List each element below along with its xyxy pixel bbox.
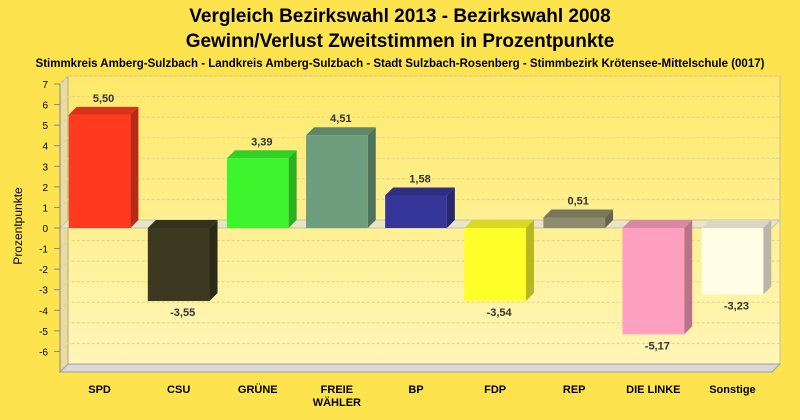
y-tick-label: 5: [42, 121, 48, 132]
bar-top-face: [543, 209, 614, 218]
y-gridline: [59, 75, 780, 85]
bar: [68, 106, 139, 228]
data-label: 4,51: [330, 113, 351, 125]
x-tick-label: CSU: [167, 384, 190, 396]
bar-top-face: [306, 127, 376, 136]
bar: [306, 127, 376, 228]
y-tick-label: 0: [42, 224, 48, 235]
x-tick-label: REP: [563, 384, 586, 396]
data-label: -3,55: [170, 307, 195, 319]
x-tick-label: FREIE: [321, 384, 353, 396]
y-gridline: [59, 137, 780, 147]
x-tick-label: SPD: [88, 384, 111, 396]
y-tick-label: -6: [39, 347, 48, 358]
y-gridline: [59, 322, 780, 332]
x-tick-label: Sonstige: [709, 384, 755, 396]
data-label: -3,23: [724, 300, 749, 312]
data-label: -5,17: [645, 340, 670, 352]
bar-front-face: [464, 228, 526, 301]
plot-floor: [58, 363, 782, 373]
bar-side-face: [684, 220, 693, 335]
bar-top-face: [147, 220, 218, 228]
x-tick-label: GRÜNE: [238, 383, 278, 396]
y-tick-label: 4: [42, 142, 48, 153]
bar-side-face: [288, 150, 297, 228]
x-tick-label: FDP: [484, 384, 506, 396]
bar-top-face: [464, 220, 534, 228]
data-label: 3,39: [251, 136, 272, 148]
y-tick-label: 7: [42, 80, 48, 91]
bar-front-face: [306, 135, 368, 228]
chart-subtitle: Gewinn/Verlust Zweitstimmen in Prozentpu…: [186, 31, 615, 52]
bar: [147, 220, 218, 302]
bar-side-face: [209, 220, 218, 302]
bar-top-face: [385, 187, 455, 196]
y-gridline: [59, 240, 780, 249]
y-gridline: [59, 178, 780, 188]
y-axis-label: Prozentpunkte: [11, 187, 25, 265]
x-tick-label: WÄHLER: [313, 396, 361, 409]
bar-front-face: [68, 114, 131, 228]
y-tick-label: 6: [42, 101, 48, 112]
bar-top-face: [226, 150, 297, 159]
bar-side-face: [130, 106, 139, 228]
bar-front-face: [622, 228, 685, 335]
y-gridline: [59, 96, 780, 105]
bar-front-face: [385, 195, 447, 228]
bar: [543, 209, 614, 228]
bar-side-face: [763, 220, 772, 295]
bar-front-face: [147, 228, 210, 302]
bar-side-face: [605, 209, 614, 228]
bar: [226, 150, 297, 228]
bar: [622, 220, 693, 335]
data-label: 5,50: [93, 93, 114, 105]
y-tick-label: 1: [42, 203, 48, 214]
y-gridline: [59, 198, 780, 208]
y-tick-label: 3: [42, 162, 48, 173]
x-tick-label: BP: [408, 384, 423, 396]
data-label: -3,54: [487, 307, 513, 319]
bar: [385, 187, 455, 228]
bar-front-face: [701, 228, 764, 295]
bar: [464, 220, 534, 301]
data-label: 1,58: [409, 173, 430, 185]
bar-side-face: [367, 127, 376, 228]
y-gridline: [59, 281, 780, 291]
y-gridline: [59, 260, 780, 270]
chart-title: Vergleich Bezirkswahl 2013 - Bezirkswahl…: [189, 6, 610, 27]
bar-side-face: [446, 187, 455, 228]
y-gridline: [59, 301, 780, 311]
bar-top-face: [701, 220, 772, 228]
bar-top-face: [68, 106, 139, 115]
bar: [701, 220, 772, 295]
y-gridline: [59, 342, 780, 352]
bar-side-face: [525, 220, 534, 301]
bar-top-face: [622, 220, 693, 228]
y-tick-label: -3: [39, 286, 48, 297]
y-gridline: [59, 157, 780, 167]
y-tick-label: -2: [39, 265, 48, 276]
y-tick-label: 2: [42, 183, 48, 194]
y-tick-label: -1: [39, 245, 48, 256]
y-tick-label: -4: [39, 306, 48, 317]
bar-front-face: [226, 158, 289, 228]
x-tick-label: DIE LINKE: [626, 384, 680, 396]
y-tick-label: -5: [39, 327, 48, 338]
y-gridline: [59, 116, 780, 126]
chart-subtitle-detail: Stimmkreis Amberg-Sulzbach - Landkreis A…: [36, 58, 765, 70]
bar-front-face: [543, 217, 606, 228]
data-label: 0,51: [568, 196, 589, 208]
